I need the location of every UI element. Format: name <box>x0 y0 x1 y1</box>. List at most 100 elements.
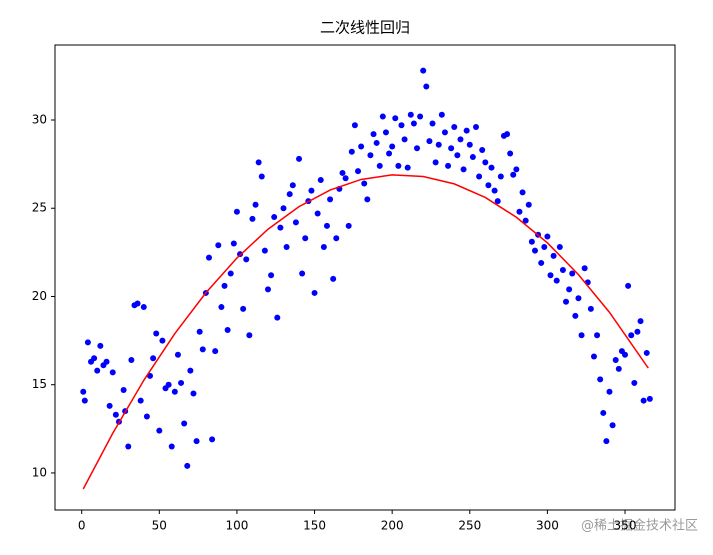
data-point <box>302 235 309 242</box>
data-point <box>283 244 290 251</box>
data-point <box>314 210 321 217</box>
data-point <box>333 235 340 242</box>
chart-title: 二次线性回归 <box>320 19 410 37</box>
data-point <box>112 411 119 418</box>
data-point <box>274 314 281 321</box>
data-point <box>544 233 551 240</box>
data-point <box>224 327 231 333</box>
data-point <box>308 187 315 194</box>
data-point <box>351 122 358 129</box>
data-point <box>622 351 629 358</box>
data-point <box>491 187 498 194</box>
data-point <box>243 256 250 263</box>
data-point <box>264 286 271 293</box>
data-point <box>531 247 538 254</box>
data-point <box>628 332 635 339</box>
data-point <box>600 409 607 416</box>
data-point <box>94 367 101 374</box>
data-point <box>261 247 268 254</box>
data-point <box>559 267 566 273</box>
data-point <box>566 286 573 293</box>
data-point <box>125 443 132 450</box>
data-point <box>432 159 439 166</box>
data-point <box>563 298 570 305</box>
data-point <box>631 379 638 386</box>
data-point <box>386 150 393 157</box>
data-point <box>646 395 653 402</box>
data-point <box>575 295 582 302</box>
data-point <box>271 214 278 221</box>
data-point <box>81 397 88 404</box>
data-point <box>522 217 529 224</box>
data-point <box>441 129 448 136</box>
data-point <box>609 422 616 429</box>
watermark: @稀土掘金技术社区 <box>581 518 698 534</box>
data-point <box>497 173 504 180</box>
data-point <box>255 159 262 166</box>
data-point <box>187 367 194 374</box>
y-tick-label: 10 <box>32 465 47 479</box>
data-point <box>643 349 650 356</box>
x-tick-label: 200 <box>381 519 404 533</box>
plot-frame <box>54 44 676 511</box>
data-point <box>84 339 91 346</box>
data-point <box>435 141 442 148</box>
data-point <box>370 131 377 138</box>
data-point <box>494 198 501 205</box>
data-point <box>401 136 408 143</box>
data-point <box>153 330 160 337</box>
data-point <box>541 244 548 251</box>
data-point <box>594 332 601 339</box>
data-point <box>80 388 87 395</box>
data-point <box>289 182 296 189</box>
data-point <box>578 332 585 339</box>
data-point <box>476 173 483 180</box>
y-tick-label: 20 <box>32 289 47 303</box>
data-point <box>367 152 374 159</box>
data-point <box>212 348 219 355</box>
data-point <box>420 67 427 74</box>
data-point <box>404 164 411 171</box>
data-point <box>451 124 458 131</box>
data-point <box>339 169 346 176</box>
data-point <box>426 138 433 145</box>
data-point <box>373 139 380 146</box>
data-point <box>280 205 287 212</box>
data-point <box>597 376 604 383</box>
data-point <box>519 189 526 196</box>
data-point <box>615 365 622 372</box>
data-point <box>221 282 228 289</box>
data-point <box>569 270 576 277</box>
data-point <box>97 342 104 349</box>
data-point <box>355 168 362 175</box>
data-point <box>612 357 619 363</box>
data-point <box>320 244 327 251</box>
data-point <box>417 113 424 120</box>
data-point <box>190 390 197 397</box>
data-point <box>137 397 144 404</box>
data-point <box>485 182 492 189</box>
data-point <box>379 113 386 120</box>
data-point <box>581 265 588 272</box>
data-point <box>507 150 514 157</box>
data-point <box>429 120 436 127</box>
data-point <box>181 420 188 427</box>
data-point <box>637 318 644 325</box>
data-point <box>488 164 495 171</box>
data-point <box>258 173 265 180</box>
data-point <box>410 120 417 127</box>
data-point <box>150 355 157 362</box>
data-point <box>233 208 240 215</box>
data-point <box>168 443 175 450</box>
data-point <box>317 177 324 183</box>
data-point <box>196 328 203 335</box>
data-point <box>184 462 191 469</box>
x-tick-label: 350 <box>614 519 637 533</box>
data-point <box>376 162 383 169</box>
data-point <box>358 143 365 150</box>
data-point <box>445 162 452 169</box>
data-point <box>466 141 473 148</box>
data-point <box>227 270 234 277</box>
data-point <box>510 171 517 178</box>
data-point <box>140 304 147 311</box>
